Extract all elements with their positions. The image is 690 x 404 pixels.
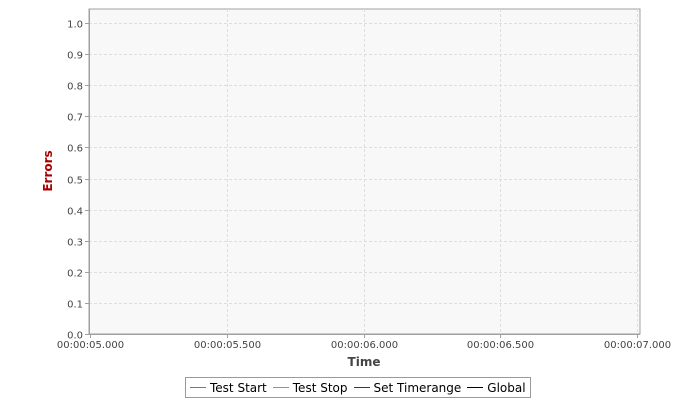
legend-swatch bbox=[190, 387, 206, 388]
y-tick-label: 0.2 bbox=[67, 269, 83, 280]
legend-item: Test Stop bbox=[272, 380, 348, 395]
y-axis-title: Errors bbox=[41, 150, 55, 191]
x-tick-label: 00:00:06.000 bbox=[331, 340, 398, 351]
x-tick-label: 00:00:05.500 bbox=[194, 340, 261, 351]
legend-swatch bbox=[467, 387, 484, 388]
x-tick-label: 00:00:07.000 bbox=[604, 340, 671, 351]
legend-label: Set Timerange bbox=[373, 380, 462, 395]
legend-label: Test Start bbox=[210, 380, 267, 395]
legend: Test Start Test Stop Set Timerange Global bbox=[185, 377, 531, 398]
y-tick-label: 0.1 bbox=[67, 300, 83, 311]
gridlines bbox=[89, 9, 640, 334]
legend-swatch bbox=[272, 387, 289, 388]
y-tick-label: 0.9 bbox=[67, 51, 83, 62]
legend-label: Global bbox=[487, 380, 526, 395]
y-tick-label: 0.3 bbox=[67, 238, 83, 249]
y-tick-label: 0.6 bbox=[67, 144, 83, 155]
axes bbox=[85, 9, 640, 338]
y-tick-label: 0.4 bbox=[67, 207, 83, 218]
y-tick-label: 1.0 bbox=[67, 20, 83, 31]
legend-item: Set Timerange bbox=[353, 380, 462, 395]
y-tick-label: 0.5 bbox=[67, 176, 83, 187]
legend-label: Test Stop bbox=[292, 380, 348, 395]
x-tick-label: 00:00:05.000 bbox=[57, 340, 124, 351]
y-tick-label: 0.8 bbox=[67, 82, 83, 93]
y-tick-label: 0.0 bbox=[67, 331, 83, 342]
legend-item: Test Start bbox=[190, 381, 267, 395]
y-tick-label: 0.7 bbox=[67, 113, 83, 124]
x-axis-title: Time bbox=[348, 355, 381, 369]
legend-item: Global bbox=[467, 380, 526, 395]
x-tick-label: 00:00:06.500 bbox=[467, 340, 534, 351]
legend-swatch bbox=[353, 387, 370, 388]
axis-labels: 0.0 0.1 0.2 0.3 0.4 0.5 0.6 0.7 0.8 0.9 1.0 00:00:0… bbox=[41, 20, 671, 370]
